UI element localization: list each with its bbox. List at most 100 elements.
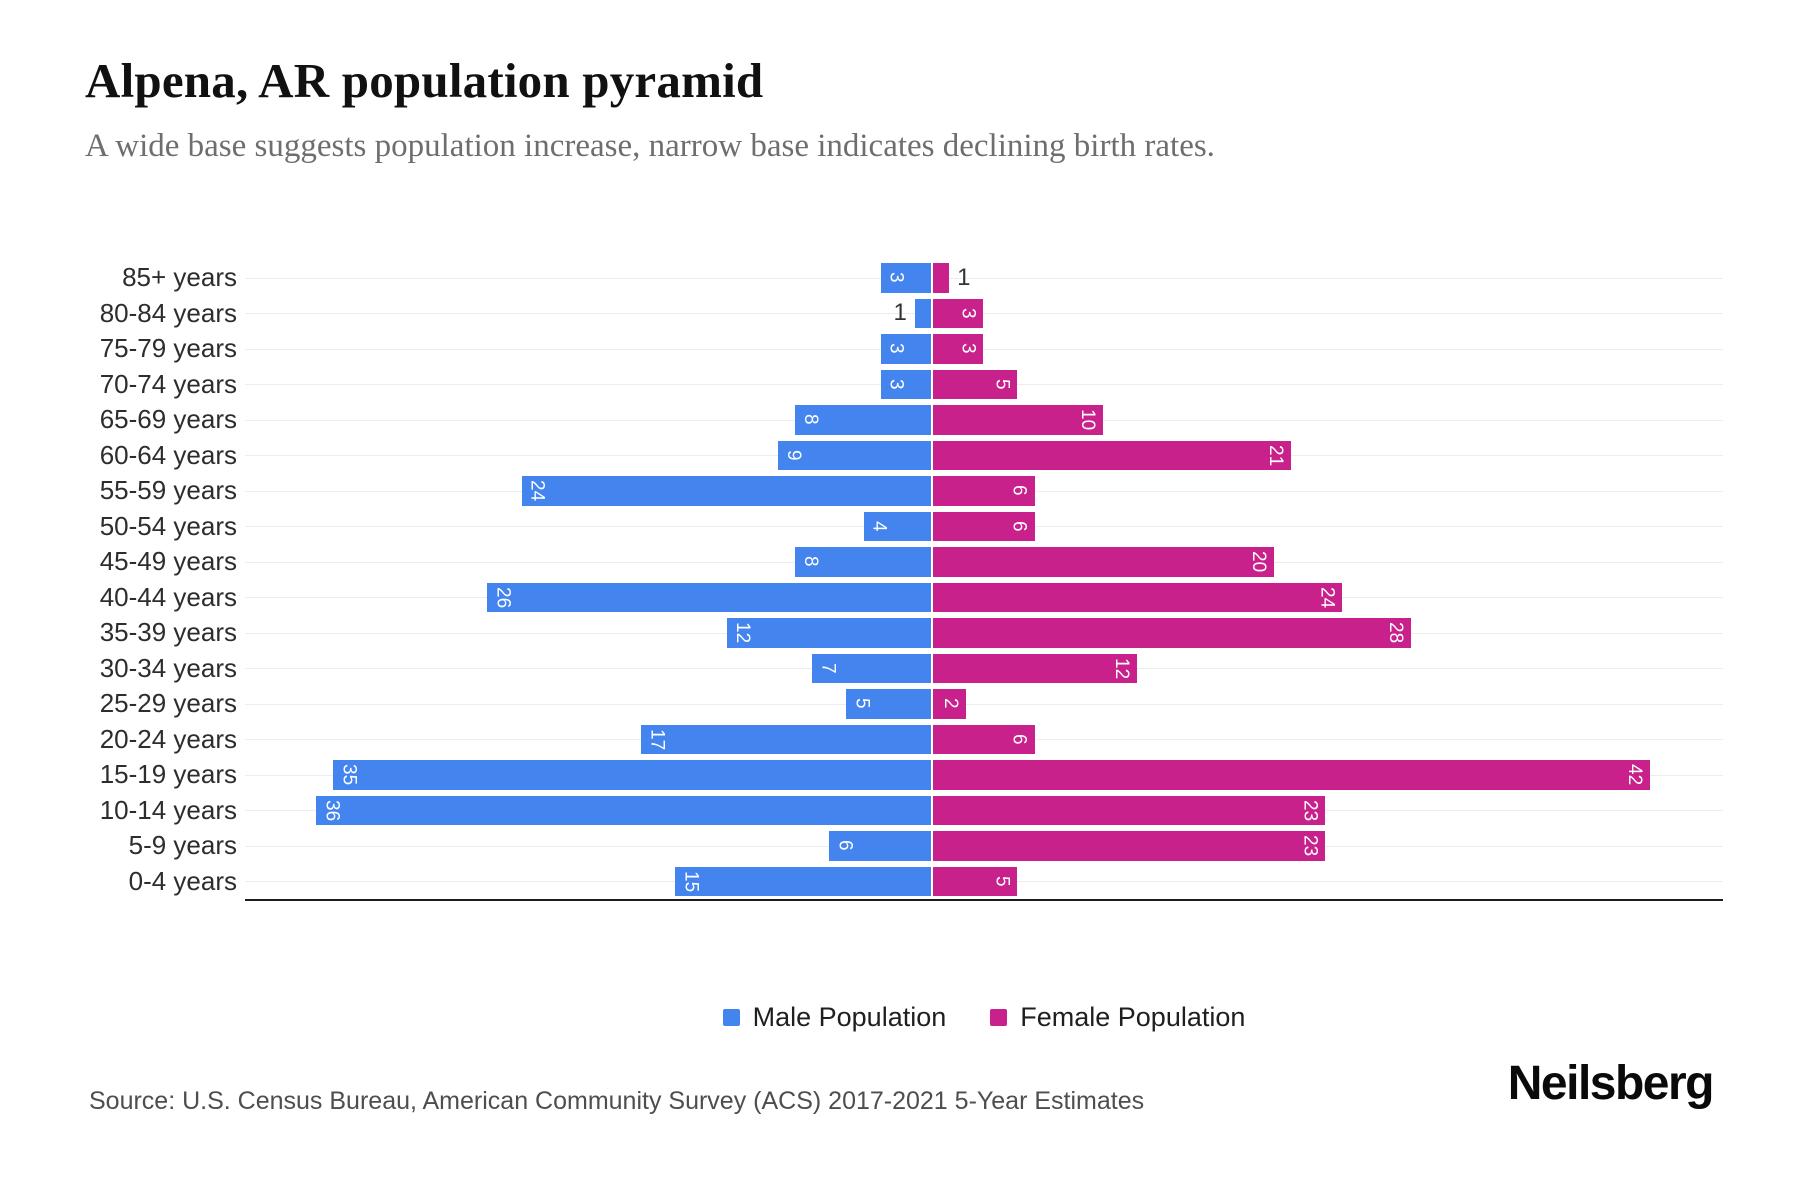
male-bar[interactable]: 8 <box>795 547 932 577</box>
plot-area: 15 5 <box>245 864 1723 900</box>
age-group-label: 85+ years <box>122 262 237 293</box>
pyramid-row: 20-24 years 17 6 <box>85 722 1723 758</box>
male-bar[interactable]: 6 <box>829 831 932 861</box>
brand-logo: Neilsberg <box>1507 1057 1715 1110</box>
age-group-label: 5-9 years <box>128 830 237 861</box>
bar-value-label: 23 <box>1299 835 1321 857</box>
female-bar[interactable]: 5 <box>931 369 1018 399</box>
gridline <box>245 703 1723 705</box>
female-bar[interactable]: 12 <box>931 653 1138 683</box>
plot-area: 35 42 <box>245 757 1723 793</box>
bar-value-label: 12 <box>1111 657 1133 679</box>
female-bar[interactable]: 20 <box>931 547 1274 577</box>
pyramid-row: 80-84 years 1 3 <box>85 296 1723 332</box>
female-bar[interactable]: 23 <box>931 831 1326 861</box>
bar-value-label: 28 <box>1384 622 1406 644</box>
source-text: Source: U.S. Census Bureau, American Com… <box>89 1087 1145 1115</box>
bar-value-label: 36 <box>321 799 343 821</box>
pyramid-row: 85+ years 3 1 <box>85 260 1723 296</box>
bar-value-label: 7 <box>817 662 839 674</box>
x-axis-line <box>245 899 1723 901</box>
female-bar[interactable]: 28 <box>931 618 1411 648</box>
bar-value-label: 6 <box>1008 520 1030 532</box>
bar-value-label: 3 <box>885 272 907 284</box>
plot-area: 9 21 <box>245 438 1723 474</box>
female-bar[interactable]: 6 <box>931 476 1035 506</box>
pyramid-row: 50-54 years 4 6 <box>85 509 1723 545</box>
legend-item-female[interactable]: Female Population <box>990 1002 1245 1033</box>
male-bar[interactable]: 3 <box>880 369 932 399</box>
male-bar[interactable]: 26 <box>487 582 932 612</box>
female-bar[interactable]: 3 <box>931 334 984 364</box>
female-bar[interactable]: 21 <box>931 440 1292 470</box>
bar-value-label: 42 <box>1624 764 1646 786</box>
bar-value-label: 12 <box>731 622 753 644</box>
age-group-label: 35-39 years <box>99 617 237 648</box>
male-bar[interactable]: 9 <box>778 440 932 470</box>
bar-value-label: 2 <box>940 698 962 710</box>
male-bar[interactable]: 8 <box>795 405 932 435</box>
age-group-label: 55-59 years <box>99 475 237 506</box>
female-bar[interactable]: 6 <box>931 511 1035 541</box>
pyramid-row: 25-29 years 5 2 <box>85 686 1723 722</box>
plot-area: 12 28 <box>245 615 1723 651</box>
male-bar[interactable]: 4 <box>863 511 932 541</box>
age-group-label: 70-74 years <box>99 368 237 399</box>
male-bar[interactable]: 17 <box>641 724 932 754</box>
legend-swatch-male <box>722 1009 740 1026</box>
male-bar[interactable]: 3 <box>880 334 932 364</box>
bar-value-label: 3 <box>957 343 979 355</box>
female-bar[interactable] <box>931 263 950 293</box>
pyramid-row: 10-14 years 36 23 <box>85 793 1723 829</box>
age-group-label: 65-69 years <box>99 404 237 435</box>
female-bar[interactable]: 23 <box>931 795 1326 825</box>
bar-value-label: 23 <box>1299 799 1321 821</box>
male-bar[interactable]: 36 <box>316 795 932 825</box>
age-group-label: 80-84 years <box>99 297 237 328</box>
legend-item-male[interactable]: Male Population <box>722 1002 946 1033</box>
page-subtitle: A wide base suggests population increase… <box>85 128 1215 164</box>
male-bar[interactable]: 24 <box>521 476 932 506</box>
bar-value-label: 9 <box>783 449 805 461</box>
bar-value-label: 1 <box>893 299 907 327</box>
female-bar[interactable]: 6 <box>931 724 1035 754</box>
bar-value-label: 10 <box>1076 409 1098 431</box>
female-bar[interactable]: 10 <box>931 405 1103 435</box>
pyramid-row: 70-74 years 3 5 <box>85 367 1723 403</box>
male-bar[interactable]: 15 <box>675 866 932 896</box>
bar-value-label: 8 <box>800 414 822 426</box>
bar-value-label: 1 <box>957 263 971 291</box>
male-bar[interactable]: 5 <box>846 689 932 719</box>
plot-area: 8 10 <box>245 402 1723 438</box>
pyramid-row: 40-44 years 26 24 <box>85 580 1723 616</box>
pyramid-row: 0-4 years 15 5 <box>85 864 1723 900</box>
legend: Male Population Female Population <box>245 1002 1723 1033</box>
female-bar[interactable]: 24 <box>931 582 1343 612</box>
bar-value-label: 5 <box>991 378 1013 390</box>
bar-value-label: 20 <box>1247 551 1269 573</box>
age-group-label: 10-14 years <box>99 794 237 825</box>
age-group-label: 60-64 years <box>99 439 237 470</box>
plot-area: 6 23 <box>245 828 1723 864</box>
bar-value-label: 6 <box>834 840 856 852</box>
bar-value-label: 24 <box>526 480 548 502</box>
bar-value-label: 8 <box>800 556 822 568</box>
age-group-label: 25-29 years <box>99 688 237 719</box>
bar-value-label: 3 <box>885 378 907 390</box>
male-bar[interactable]: 3 <box>880 263 932 293</box>
age-group-label: 40-44 years <box>99 581 237 612</box>
female-bar[interactable]: 42 <box>931 760 1651 790</box>
male-bar[interactable] <box>914 298 932 328</box>
female-bar[interactable]: 3 <box>931 298 984 328</box>
age-group-label: 45-49 years <box>99 546 237 577</box>
bar-value-label: 5 <box>991 875 1013 887</box>
female-bar[interactable]: 2 <box>931 689 967 719</box>
male-bar[interactable]: 35 <box>333 760 932 790</box>
bar-value-label: 4 <box>868 520 890 532</box>
female-bar[interactable]: 5 <box>931 866 1018 896</box>
bar-value-label: 26 <box>492 586 514 608</box>
male-bar[interactable]: 7 <box>812 653 932 683</box>
male-bar[interactable]: 12 <box>726 618 932 648</box>
pyramid-row: 5-9 years 6 23 <box>85 828 1723 864</box>
